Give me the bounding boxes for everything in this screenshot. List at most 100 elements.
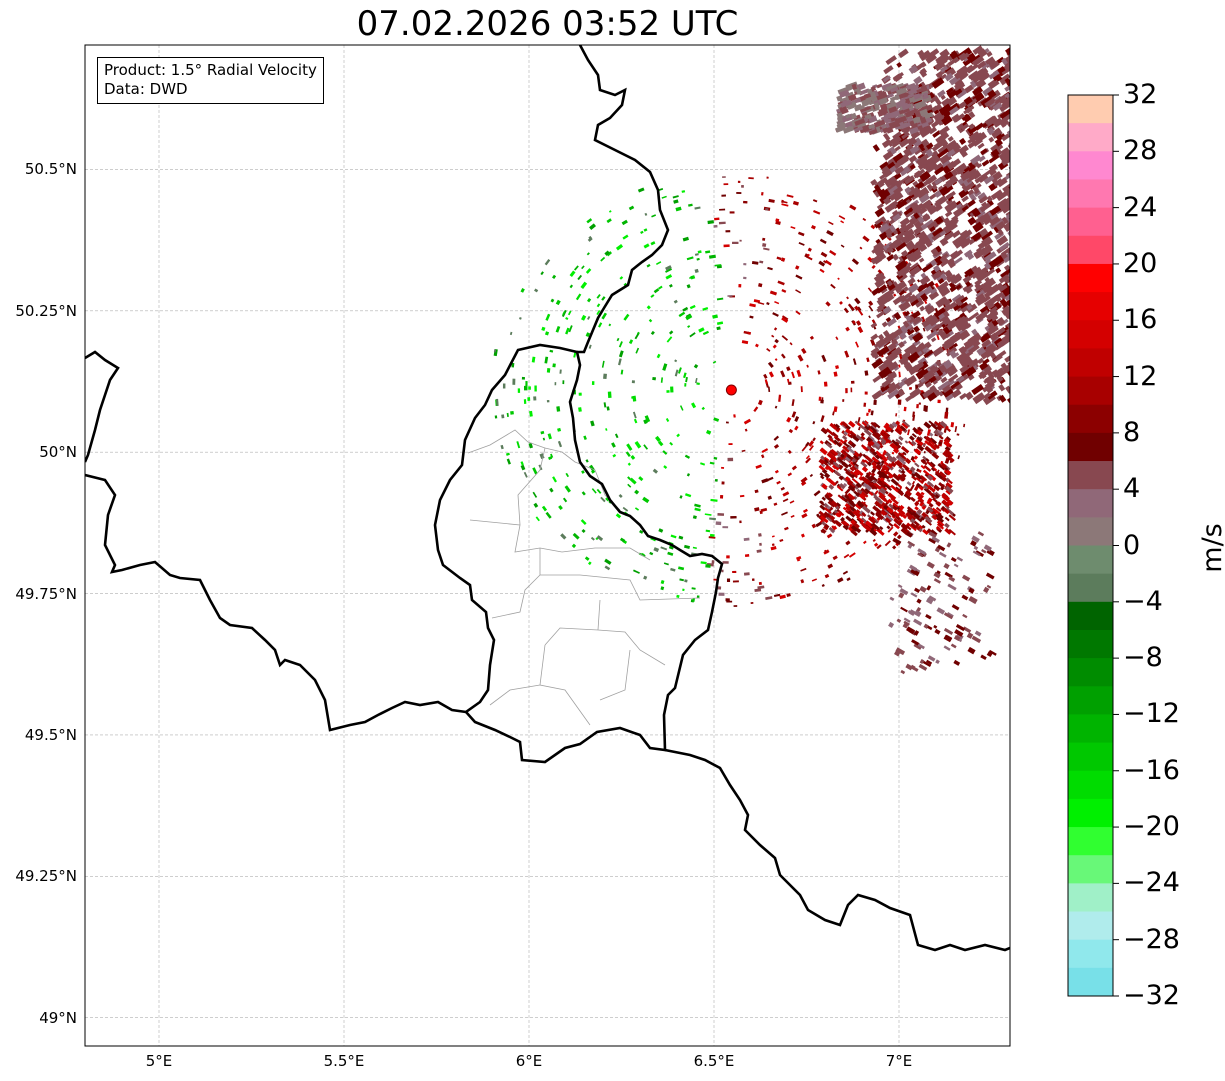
echo-pixel <box>916 282 929 293</box>
echo-pixel <box>887 462 894 469</box>
echo-pixel <box>694 253 699 256</box>
colorbar-swatch <box>1068 235 1113 265</box>
echo-pixel <box>889 506 894 511</box>
echo-pixel <box>759 510 763 515</box>
echo-pixel <box>960 170 973 182</box>
echo-pixel <box>920 62 927 68</box>
echo-pixel <box>848 472 856 479</box>
echo-pixel <box>977 142 985 150</box>
echo-pixel <box>840 220 845 224</box>
echo-pixel <box>853 114 861 121</box>
echo-pixel <box>913 325 921 333</box>
echo-pixel <box>879 161 889 170</box>
echo-pixel <box>834 519 840 525</box>
echo-pixel <box>979 195 988 204</box>
echo-pixel <box>848 552 856 558</box>
echo-pixel <box>759 260 764 264</box>
lat-tick-label: 49.25°N <box>15 867 77 886</box>
echo-pixel <box>845 540 851 546</box>
echo-pixel <box>862 235 870 243</box>
echo-pixel <box>786 593 791 598</box>
echo-pixel <box>832 411 835 416</box>
echo-pixel <box>934 204 943 212</box>
echo-pixel <box>676 594 680 598</box>
colorbar-tick-label: −4 <box>1123 585 1163 617</box>
echo-pixel <box>773 435 780 441</box>
echo-pixel <box>944 411 949 419</box>
echo-pixel <box>501 414 505 419</box>
echo-pixel <box>596 303 601 308</box>
echo-pixel <box>901 252 910 261</box>
echo-pixel <box>895 515 901 521</box>
echo-pixel <box>872 505 880 513</box>
echo-pixel <box>870 91 877 99</box>
echo-pixel <box>895 420 901 426</box>
echo-pixel <box>716 321 724 325</box>
echo-pixel <box>941 114 953 126</box>
echo-pixel <box>998 274 1010 284</box>
echo-pixel <box>861 421 868 427</box>
echo-pixel <box>847 93 857 102</box>
echo-pixel <box>970 154 982 165</box>
echo-pixel <box>870 224 876 230</box>
echo-pixel <box>903 147 913 158</box>
echo-pixel <box>596 535 604 542</box>
echo-pixel <box>694 268 699 274</box>
echo-pixel <box>588 344 592 349</box>
belgium-germany-border <box>577 45 670 354</box>
echo-pixel <box>891 504 899 511</box>
echo-pixel <box>892 253 899 261</box>
echo-pixel <box>807 253 810 257</box>
echo-pixel <box>859 520 868 529</box>
echo-pixel <box>983 544 992 552</box>
echo-pixel <box>541 326 546 332</box>
echo-pixel <box>873 272 886 284</box>
echo-pixel <box>920 459 928 466</box>
echo-pixel <box>944 516 950 522</box>
echo-pixel <box>855 468 864 477</box>
echo-pixel <box>920 67 928 75</box>
echo-pixel <box>910 455 916 461</box>
echo-pixel <box>773 502 778 506</box>
echo-pixel <box>871 484 878 490</box>
colorbar-swatch <box>1068 263 1113 293</box>
echo-pixel <box>800 567 807 572</box>
echo-pixel <box>871 390 883 401</box>
echo-pixel <box>605 428 608 431</box>
echo-pixel <box>927 481 935 488</box>
france-belgium-border <box>85 473 467 732</box>
echo-pixel <box>958 345 967 355</box>
echo-pixel <box>997 229 1004 236</box>
echo-pixel <box>976 60 987 70</box>
echo-pixel <box>917 469 922 473</box>
echo-pixel <box>766 348 771 352</box>
echo-pixel <box>757 399 763 406</box>
echo-pixel <box>971 635 982 644</box>
echo-pixel <box>549 349 554 353</box>
echo-pixel <box>824 503 829 508</box>
echo-pixel <box>833 406 838 413</box>
colorbar-swatch <box>1068 967 1113 997</box>
echo-pixel <box>628 205 635 211</box>
echo-pixel <box>824 523 830 529</box>
echo-pixel <box>863 425 870 432</box>
echo-pixel <box>922 660 932 668</box>
colorbar-swatch <box>1068 601 1113 631</box>
echo-pixel <box>994 327 1006 337</box>
colorbar-swatch <box>1068 376 1113 406</box>
echo-pixel <box>892 295 905 306</box>
echo-pixel <box>888 621 895 628</box>
echo-pixel <box>820 475 825 480</box>
map-frame <box>84 44 1011 1047</box>
echo-pixel <box>544 259 551 266</box>
radar-site-marker <box>725 384 737 396</box>
echo-pixel <box>857 426 861 431</box>
echo-pixel <box>983 392 991 400</box>
echo-pixel <box>839 439 845 444</box>
echo-pixel <box>650 330 655 336</box>
echo-pixel <box>922 327 926 332</box>
echo-pixel <box>968 98 978 106</box>
echo-pixel <box>968 238 976 245</box>
echo-pixel <box>898 301 909 312</box>
echo-pixel <box>881 138 892 149</box>
